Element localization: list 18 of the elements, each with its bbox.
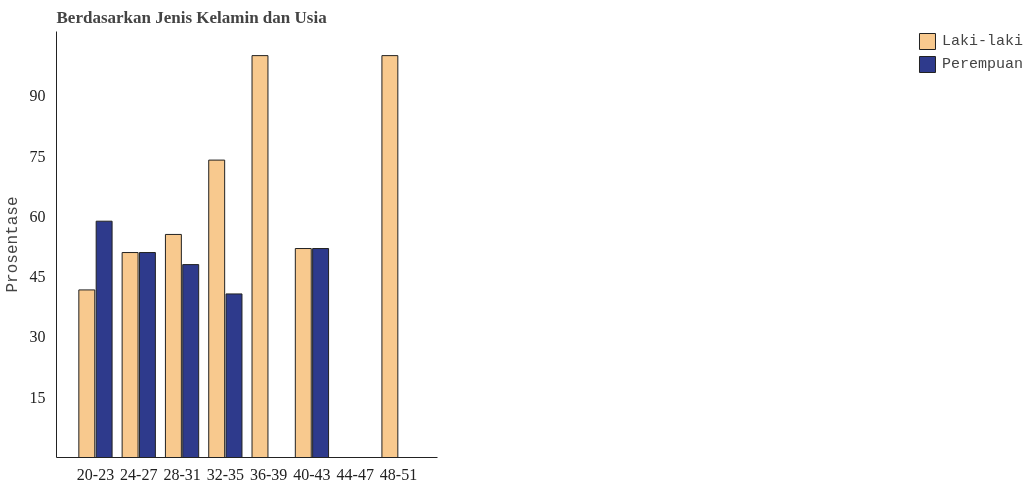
y-tick-label: 90 — [29, 87, 46, 105]
y-tick-label: 75 — [29, 147, 46, 165]
y-tick-label: 15 — [29, 388, 46, 406]
chart-title: Berdasarkan Jenis Kelamin dan Usia — [56, 7, 328, 27]
y-axis-title: Prosentase — [3, 196, 22, 293]
x-tick-label: 36-39 — [249, 465, 288, 482]
x-tick-label: 28-31 — [163, 465, 201, 482]
x-tick-label: 48-51 — [379, 465, 418, 482]
x-tick-label: 40-43 — [293, 465, 331, 482]
x-tick-label: 24-27 — [120, 465, 158, 482]
y-tick-label: 30 — [29, 328, 46, 346]
x-tick-label: 20-23 — [76, 465, 115, 482]
y-tick-label: 45 — [29, 268, 46, 286]
legend-label: Laki-laki — [941, 32, 1023, 50]
legend-label: Perempuan — [941, 55, 1023, 73]
x-tick-label: 44-47 — [336, 465, 374, 482]
y-tick-label: 60 — [29, 207, 46, 225]
x-tick-label: 32-35 — [206, 465, 245, 482]
